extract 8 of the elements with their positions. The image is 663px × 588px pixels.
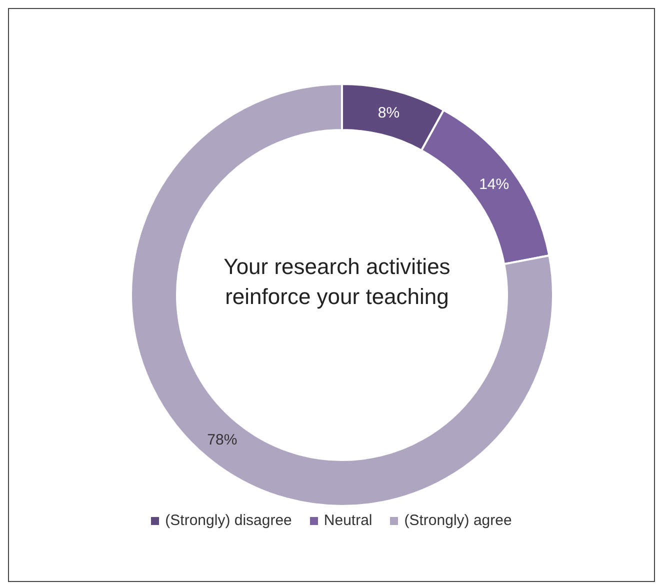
legend-label: (Strongly) disagree bbox=[165, 512, 292, 529]
donut-slice bbox=[130, 83, 554, 507]
data-label: 14% bbox=[479, 176, 510, 193]
text: Your research activities reinforce your teaching bbox=[222, 253, 452, 311]
data-label: 78% bbox=[207, 431, 238, 448]
legend-label: Neutral bbox=[324, 512, 372, 529]
legend-label: (Strongly) agree bbox=[404, 512, 512, 529]
data-label: 8% bbox=[378, 104, 400, 122]
